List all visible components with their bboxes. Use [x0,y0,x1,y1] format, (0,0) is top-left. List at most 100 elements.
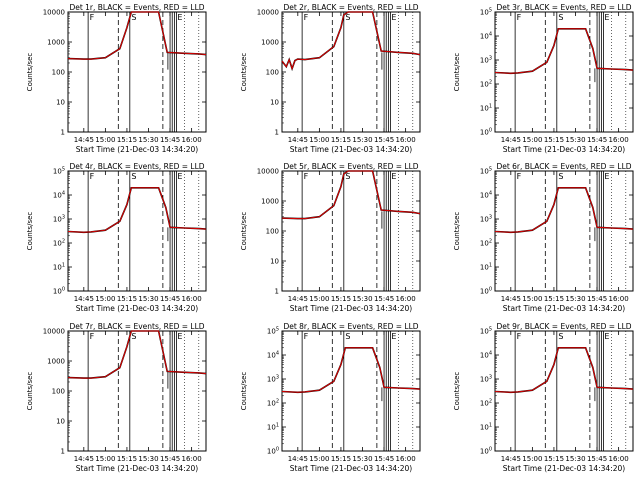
series-lld [281,347,421,393]
series-events [494,346,634,394]
y-tick-label: 103 [480,56,492,65]
marker-label-F: F [304,172,309,181]
y-tick-label: 1 [275,129,279,137]
marker-label-S: S [131,172,136,181]
x-tick-label: 14:45 [501,455,521,463]
series-events [494,27,634,75]
x-tick-label: 15:15 [544,455,564,463]
marker-label-S: S [558,13,563,22]
y-tick-label: 105 [480,327,492,336]
y-tick-label: 100 [266,69,279,77]
y-tick-label: 1000 [47,358,65,366]
plot-frame [281,330,421,452]
x-tick-label: 15:45 [587,295,607,303]
y-tick-base: 10 [480,240,489,248]
y-tick-label: 105 [480,167,492,176]
y-tick-label: 102 [480,399,492,408]
y-axis-label: Counts/sec [26,212,34,251]
y-tick-base: 10 [480,376,489,384]
x-tick-label: 15:15 [117,295,137,303]
y-tick-exponent: 0 [489,447,492,453]
y-tick-base: 10 [480,352,489,360]
x-tick-label: 15:30 [138,136,158,144]
y-tick-exponent: 0 [276,447,279,453]
marker-label-F: F [90,172,95,181]
x-tick-label: 16:00 [182,455,202,463]
y-axis-label: Counts/sec [240,372,248,411]
y-tick-label: 10 [56,418,65,426]
y-tick-base: 10 [480,424,489,432]
y-tick-exponent: 5 [276,327,279,333]
y-tick-base: 10 [480,81,489,89]
y-tick-label: 100 [266,228,279,236]
x-axis-label: Start Time (21-Dec-03 14:34:20) [503,464,625,473]
y-tick-label: 104 [480,351,492,360]
y-tick-label: 101 [53,263,65,272]
panel-title: Det 5r, BLACK = Events, RED = LLD [283,162,418,171]
y-tick-base: 10 [267,424,276,432]
x-tick-label: 15:00 [95,295,115,303]
marker-label-E: E [391,172,396,181]
marker-label-F: F [90,13,95,22]
x-tick-label: 15:00 [522,455,542,463]
series-lld [281,11,421,71]
y-tick-label: 101 [480,423,492,432]
marker-label-S: S [558,172,563,181]
y-tick-base: 10 [480,105,489,113]
y-tick-base: 10 [480,400,489,408]
y-tick-base: 10 [53,216,62,224]
x-tick-label: 16:00 [609,455,629,463]
y-tick-base: 10 [53,264,62,272]
y-tick-label: 10000 [257,9,279,17]
x-tick-label: 16:00 [396,136,416,144]
y-tick-exponent: 5 [489,8,492,14]
x-tick-label: 15:45 [587,136,607,144]
y-tick-exponent: 3 [489,215,492,221]
y-tick-base: 10 [53,288,62,296]
x-tick-label: 15:45 [374,295,394,303]
panel-title: Det 8r, BLACK = Events, RED = LLD [283,322,418,331]
y-tick-label: 105 [53,167,65,176]
y-tick-label: 102 [53,239,65,248]
y-tick-label: 10 [56,99,65,107]
y-tick-base: 10 [480,448,489,456]
x-tick-label: 15:30 [565,136,585,144]
panel-5: Det 5r, BLACK = Events, RED = LLD 10000 10… [240,162,421,313]
y-tick-base: 10 [480,9,489,17]
panel-3: Det 3r, BLACK = Events, RED = LLD1051041… [453,3,634,154]
y-tick-exponent: 0 [489,287,492,293]
y-tick-label: 10000 [43,9,65,17]
y-tick-label: 105 [267,327,279,336]
y-tick-label: 100 [480,128,492,137]
y-tick-exponent: 3 [276,375,279,381]
x-tick-label: 16:00 [396,455,416,463]
x-tick-label: 16:00 [396,295,416,303]
y-tick-label: 102 [267,399,279,408]
y-tick-label: 103 [267,375,279,384]
x-tick-label: 15:30 [352,455,372,463]
y-tick-base: 10 [480,168,489,176]
y-tick-label: 100 [52,69,65,77]
x-tick-label: 15:00 [95,455,115,463]
x-tick-label: 14:45 [501,136,521,144]
series-lld [67,187,207,233]
y-tick-base: 10 [480,328,489,336]
panel-1: Det 1r, BLACK = Events, RED = LLD 10000 10… [26,3,207,154]
y-tick-label: 103 [480,375,492,384]
y-tick-exponent: 5 [489,327,492,333]
series-lld [494,28,634,74]
plot-frame [67,170,207,292]
x-tick-label: 15:00 [522,295,542,303]
x-tick-label: 16:00 [609,295,629,303]
x-tick-label: 15:15 [544,136,564,144]
y-tick-label: 1000 [261,198,279,206]
y-tick-label: 1000 [47,39,65,47]
x-axis-label: Start Time (21-Dec-03 14:34:20) [503,145,625,154]
x-axis-label: Start Time (21-Dec-03 14:34:20) [290,464,412,473]
y-axis-label: Counts/sec [240,212,248,251]
y-tick-exponent: 0 [62,287,65,293]
y-tick-exponent: 1 [489,263,492,269]
x-tick-label: 15:30 [138,295,158,303]
